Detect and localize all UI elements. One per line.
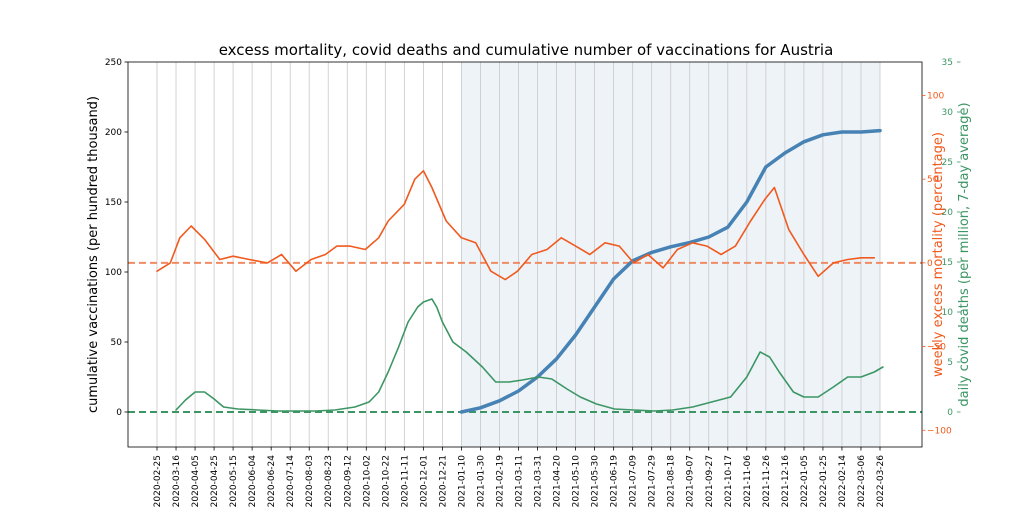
x-tick-label: 2022-02-14 — [838, 455, 848, 508]
y-excess-tick-label: −50 — [927, 343, 946, 353]
x-tick-label: 2020-04-25 — [210, 455, 220, 507]
y-deaths-tick-label: 25 — [942, 158, 953, 168]
x-tick-label: 2020-10-22 — [381, 455, 391, 507]
y-left-tick-label: 150 — [105, 198, 122, 208]
x-tick-label: 2020-06-04 — [248, 455, 258, 508]
x-tick-label: 2021-09-27 — [705, 455, 715, 507]
y-left-tick-label: 200 — [105, 128, 122, 138]
y-left-tick-label: 50 — [111, 338, 123, 348]
x-tick-label: 2020-08-23 — [324, 455, 334, 507]
x-tick-label: 2021-09-07 — [686, 455, 696, 507]
y-deaths-tick-label: 30 — [942, 108, 954, 118]
x-tick-label: 2021-01-10 — [457, 455, 467, 508]
x-tick-label: 2020-12-21 — [438, 455, 448, 507]
x-tick-label: 2021-08-18 — [667, 455, 677, 508]
y-left-tick-label: 250 — [105, 58, 122, 68]
y-excess-tick-label: 100 — [927, 91, 944, 101]
x-tick-label: 2020-11-11 — [400, 455, 410, 507]
y-excess-tick-label: 50 — [927, 175, 939, 185]
x-tick-label: 2021-05-30 — [591, 455, 601, 508]
y-deaths-tick-label: 5 — [947, 358, 953, 368]
x-tick-label: 2020-04-05 — [191, 455, 201, 507]
chart-title: excess mortality, covid deaths and cumul… — [219, 41, 834, 59]
covid-deaths-line — [175, 298, 884, 412]
x-tick-label: 2020-06-24 — [267, 455, 277, 508]
vaccinations-line — [459, 128, 882, 414]
x-tick-label: 2021-06-19 — [610, 455, 620, 508]
x-tick-label: 2021-11-26 — [762, 455, 772, 508]
x-tick-label: 2022-01-25 — [819, 455, 829, 507]
y-deaths-tick-label: 0 — [947, 408, 953, 418]
x-tick-label: 2021-10-17 — [724, 455, 734, 507]
x-tick-label: 2020-08-03 — [305, 455, 315, 507]
x-tick-label: 2021-03-31 — [534, 455, 544, 507]
y-axis-label-excess-mortality: weekly excess mortality (percentage) — [931, 132, 946, 377]
x-tick-label: 2021-02-19 — [495, 455, 505, 508]
y-excess-tick-label: 0 — [927, 259, 933, 269]
x-tick-label: 2020-09-12 — [343, 455, 353, 507]
x-tick-label: 2021-04-20 — [553, 455, 563, 508]
y-axis-label-left: cumulative vaccinations (per hundred tho… — [86, 96, 101, 413]
x-tick-label: 2021-05-10 — [572, 455, 582, 508]
x-tick-label: 2021-12-16 — [781, 455, 791, 508]
y-deaths-tick-label: 10 — [942, 308, 954, 318]
x-tick-label: 2021-01-30 — [476, 455, 486, 508]
y-left-tick-label: 100 — [105, 268, 122, 278]
x-tick-label: 2021-03-11 — [515, 455, 525, 507]
x-tick-label: 2020-03-16 — [172, 455, 182, 508]
x-tick-label: 2020-07-14 — [286, 455, 296, 508]
x-tick-label: 2020-02-25 — [153, 455, 163, 507]
x-tick-label: 2021-11-06 — [743, 455, 753, 508]
x-tick-label: 2020-05-15 — [229, 455, 239, 507]
y-axis-label-covid-deaths: daily covid deaths (per million, 7-day a… — [957, 102, 972, 406]
x-tick-label: 2020-10-02 — [362, 455, 372, 507]
x-tick-label: 2022-03-26 — [876, 455, 886, 508]
y-deaths-tick-label: 20 — [942, 208, 954, 218]
y-left-tick-label: 0 — [116, 408, 122, 418]
x-tick-label: 2022-01-05 — [800, 455, 810, 507]
x-tick-label: 2022-03-06 — [857, 455, 867, 508]
y-excess-tick-label: −100 — [927, 426, 952, 436]
y-deaths-tick-label: 15 — [942, 258, 953, 268]
x-tick-label: 2021-07-29 — [648, 455, 658, 508]
x-tick-label: 2020-12-01 — [419, 455, 429, 507]
plot-frame — [127, 61, 923, 448]
y-deaths-tick-label: 35 — [942, 58, 953, 68]
x-tick-label: 2021-07-09 — [629, 455, 639, 508]
excess-mortality-line — [156, 170, 876, 281]
